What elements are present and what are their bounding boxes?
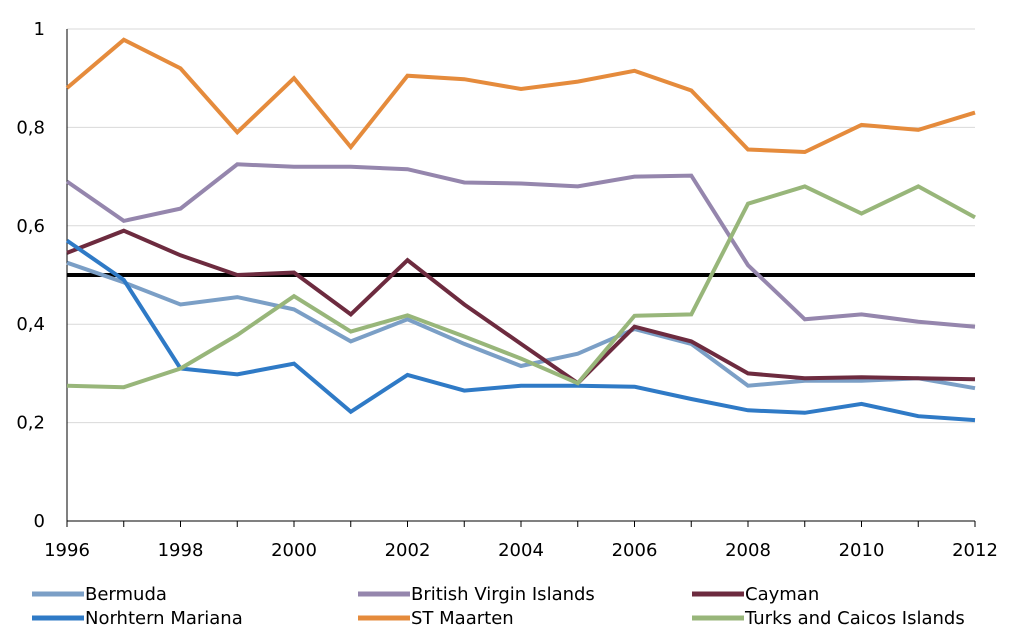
y-tick-label-0-8: 0,8: [16, 117, 45, 138]
legend-item-turks-and-caicos-islands: Turks and Caicos Islands: [692, 608, 965, 629]
tick-labels: 0 0,2 0,4 0,6 0,8 1 1996 1998 2000 2002 2004 2006 20…: [16, 19, 998, 561]
legend-item-bermuda: Bermuda: [32, 584, 167, 605]
y-tick-label-1: 1: [34, 19, 45, 40]
series-lines: [65, 37, 976, 423]
x-tick-label-2002: 2002: [385, 540, 431, 561]
legend-label-st-maarten: ST Maarten: [411, 608, 514, 629]
y-tick-label-0-2: 0,2: [16, 413, 45, 434]
x-tick-label-2004: 2004: [498, 540, 544, 561]
legend-item-norhtern-mariana: Norhtern Mariana: [32, 608, 243, 629]
x-tick-label-2010: 2010: [839, 540, 885, 561]
legend-label-turks-and-caicos-islands: Turks and Caicos Islands: [744, 608, 965, 629]
x-tick-label-1998: 1998: [158, 540, 204, 561]
x-tick-label-2000: 2000: [271, 540, 317, 561]
axes: [66, 29, 976, 527]
y-tick-label-0: 0: [34, 511, 45, 532]
series-line-british-virgin-islands: [65, 162, 976, 329]
x-tick-label-2012: 2012: [952, 540, 998, 561]
gridlines: [67, 28, 975, 424]
legend-label-norhtern-mariana: Norhtern Mariana: [85, 608, 243, 629]
legend-label-british-virgin-islands: British Virgin Islands: [411, 584, 595, 605]
legend: Bermuda British Virgin Islands Cayman Norht…: [32, 584, 965, 629]
y-tick-label-0-4: 0,4: [16, 314, 45, 335]
legend-label-bermuda: Bermuda: [85, 584, 167, 605]
legend-label-cayman: Cayman: [745, 584, 819, 605]
series-line-turks-and-caicos-islands: [66, 184, 976, 390]
series-line-norhtern-mariana: [65, 238, 976, 423]
x-tick-label-2008: 2008: [725, 540, 771, 561]
legend-item-cayman: Cayman: [692, 584, 819, 605]
y-tick-label-0-6: 0,6: [16, 216, 45, 237]
legend-item-british-virgin-islands: British Virgin Islands: [358, 584, 595, 605]
series-line-st-maarten: [65, 37, 976, 155]
legend-item-st-maarten: ST Maarten: [358, 608, 514, 629]
series-line-bermuda: [66, 260, 976, 391]
series-line-cayman: [66, 228, 976, 386]
x-tick-label-1996: 1996: [44, 540, 90, 561]
x-tick-label-2006: 2006: [612, 540, 658, 561]
